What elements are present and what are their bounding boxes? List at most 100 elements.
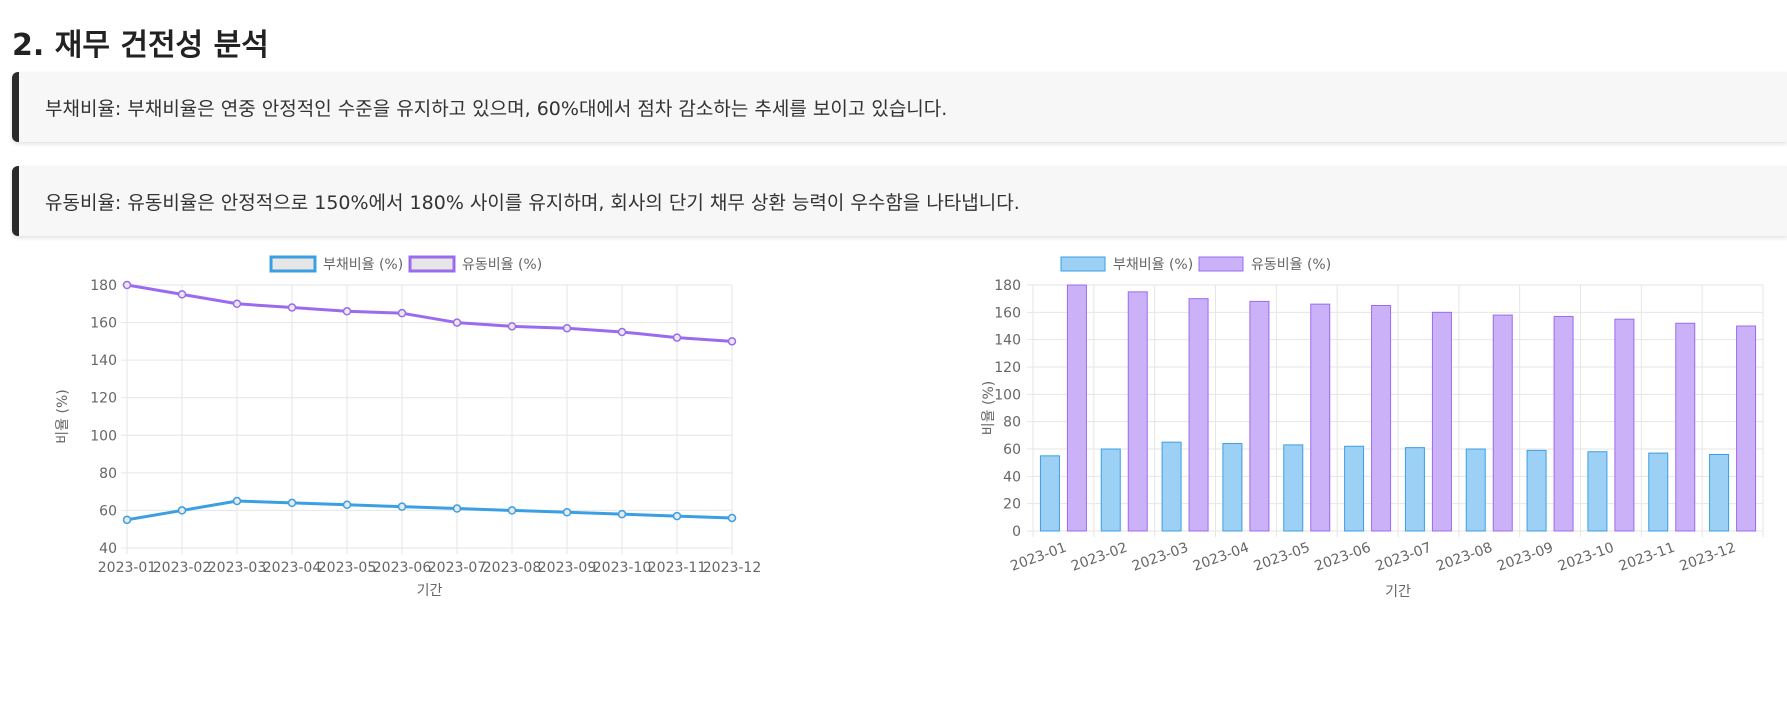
x-tick-label: 2023-03	[1130, 540, 1190, 575]
y-tick-label: 80	[1003, 415, 1021, 431]
x-tick-label: 2023-08	[483, 560, 542, 576]
x-tick-label: 2023-08	[1434, 540, 1494, 575]
series-line-current-ratio	[126, 283, 733, 343]
data-point	[562, 508, 572, 517]
bar-debt-ratio	[1465, 448, 1486, 532]
data-point	[452, 318, 462, 327]
data-point	[232, 496, 242, 506]
x-axis-title: 기간	[1385, 584, 1411, 600]
x-tick-label: 2023-11	[648, 560, 707, 576]
data-point	[672, 333, 682, 342]
data-point	[397, 308, 407, 318]
bar-current-ratio	[1066, 284, 1087, 532]
x-tick-label: 2023-07	[1373, 540, 1433, 575]
data-point	[562, 323, 572, 333]
y-tick-label: 20	[1003, 497, 1021, 513]
legend-swatch	[408, 255, 456, 273]
y-tick-label: 180	[90, 278, 117, 294]
bar-debt-ratio	[1404, 447, 1425, 532]
x-tick-label: 2023-04	[1191, 540, 1252, 575]
bar-current-ratio	[1249, 300, 1270, 532]
y-tick-label: 60	[1003, 442, 1021, 458]
data-point	[507, 322, 517, 331]
x-tick-label: 2023-10	[1556, 540, 1616, 575]
data-point	[342, 500, 352, 510]
bar-debt-ratio	[1344, 445, 1365, 532]
data-point	[397, 502, 407, 511]
x-tick-label: 2023-05	[1252, 540, 1312, 575]
data-point	[507, 506, 517, 515]
y-tick-label: 100	[994, 387, 1021, 403]
bar-current-ratio	[1675, 322, 1696, 532]
y-tick-label: 120	[994, 360, 1021, 376]
bar-current-ratio	[1310, 303, 1331, 532]
legend-label: 유동비율 (%)	[462, 257, 542, 273]
x-tick-label: 2023-06	[373, 560, 432, 576]
bar-current-ratio	[1127, 291, 1148, 532]
data-point	[122, 515, 132, 525]
y-axis-title: 비율 (%)	[55, 389, 71, 443]
y-tick-label: 60	[99, 503, 117, 519]
bar-debt-ratio	[1161, 441, 1182, 532]
data-point	[232, 299, 242, 309]
bar-current-ratio	[1431, 311, 1452, 532]
x-tick-label: 2023-01	[1008, 540, 1068, 575]
x-tick-label: 2023-01	[98, 560, 157, 576]
y-tick-label: 180	[994, 278, 1021, 294]
bar-debt-ratio	[1039, 455, 1060, 532]
data-point	[122, 280, 132, 290]
legend-label: 부채비율 (%)	[1113, 257, 1193, 273]
page-title: 2. 재무 건전성 분석	[12, 28, 269, 63]
y-tick-label: 140	[90, 353, 117, 369]
x-tick-label: 2023-03	[208, 560, 267, 576]
y-tick-label: 160	[90, 316, 117, 332]
y-tick-label: 40	[99, 541, 117, 557]
bar-debt-ratio	[1100, 448, 1121, 532]
data-point	[287, 498, 297, 508]
bar-current-ratio	[1553, 315, 1574, 532]
data-point	[177, 506, 187, 515]
data-point	[452, 504, 462, 513]
y-tick-label: 120	[90, 391, 117, 407]
x-tick-label: 2023-07	[428, 560, 487, 576]
y-tick-label: 0	[1012, 524, 1021, 540]
data-point	[617, 509, 627, 519]
data-point	[727, 337, 737, 346]
x-axis-title: 기간	[417, 583, 443, 599]
line-chart: 4060801001201401601802023-012023-022023-…	[55, 255, 762, 599]
x-tick-label: 2023-11	[1617, 540, 1677, 575]
x-tick-label: 2023-04	[263, 560, 322, 576]
x-tick-label: 2023-09	[538, 560, 597, 576]
x-tick-label: 2023-05	[318, 560, 377, 576]
bar-current-ratio	[1736, 325, 1757, 532]
data-point	[287, 303, 297, 312]
bar-debt-ratio	[1709, 453, 1730, 532]
bar-current-ratio	[1371, 305, 1392, 532]
y-tick-label: 100	[90, 428, 117, 444]
bar-current-ratio	[1614, 318, 1635, 532]
current-ratio-note: 유동비율: 유동비율은 안정적으로 150%에서 180% 사이를 유지하며, …	[12, 166, 1787, 236]
bar-debt-ratio	[1648, 452, 1669, 532]
x-tick-label: 2023-02	[153, 560, 212, 576]
data-point	[727, 513, 737, 523]
data-point	[342, 307, 352, 316]
debt-ratio-note: 부채비율: 부채비율은 연중 안정적인 수준을 유지하고 있으며, 60%대에서…	[12, 72, 1787, 142]
y-tick-label: 80	[99, 466, 117, 482]
x-tick-label: 2023-10	[593, 560, 652, 576]
legend-label: 유동비율 (%)	[1251, 257, 1331, 273]
data-point	[177, 290, 187, 299]
y-axis-title: 비율 (%)	[981, 381, 997, 435]
bar-debt-ratio	[1587, 451, 1608, 532]
series-line-debt-ratio	[126, 499, 733, 522]
bar-debt-ratio	[1526, 449, 1547, 532]
legend-label: 부채비율 (%)	[323, 257, 403, 273]
bar-debt-ratio	[1222, 443, 1243, 532]
y-tick-label: 160	[994, 305, 1021, 321]
bar-debt-ratio	[1283, 444, 1304, 532]
legend-swatch	[269, 255, 317, 273]
y-tick-label: 140	[994, 333, 1021, 349]
y-tick-label: 40	[1003, 469, 1021, 485]
bar-current-ratio	[1492, 314, 1513, 532]
x-tick-label: 2023-12	[703, 560, 762, 576]
